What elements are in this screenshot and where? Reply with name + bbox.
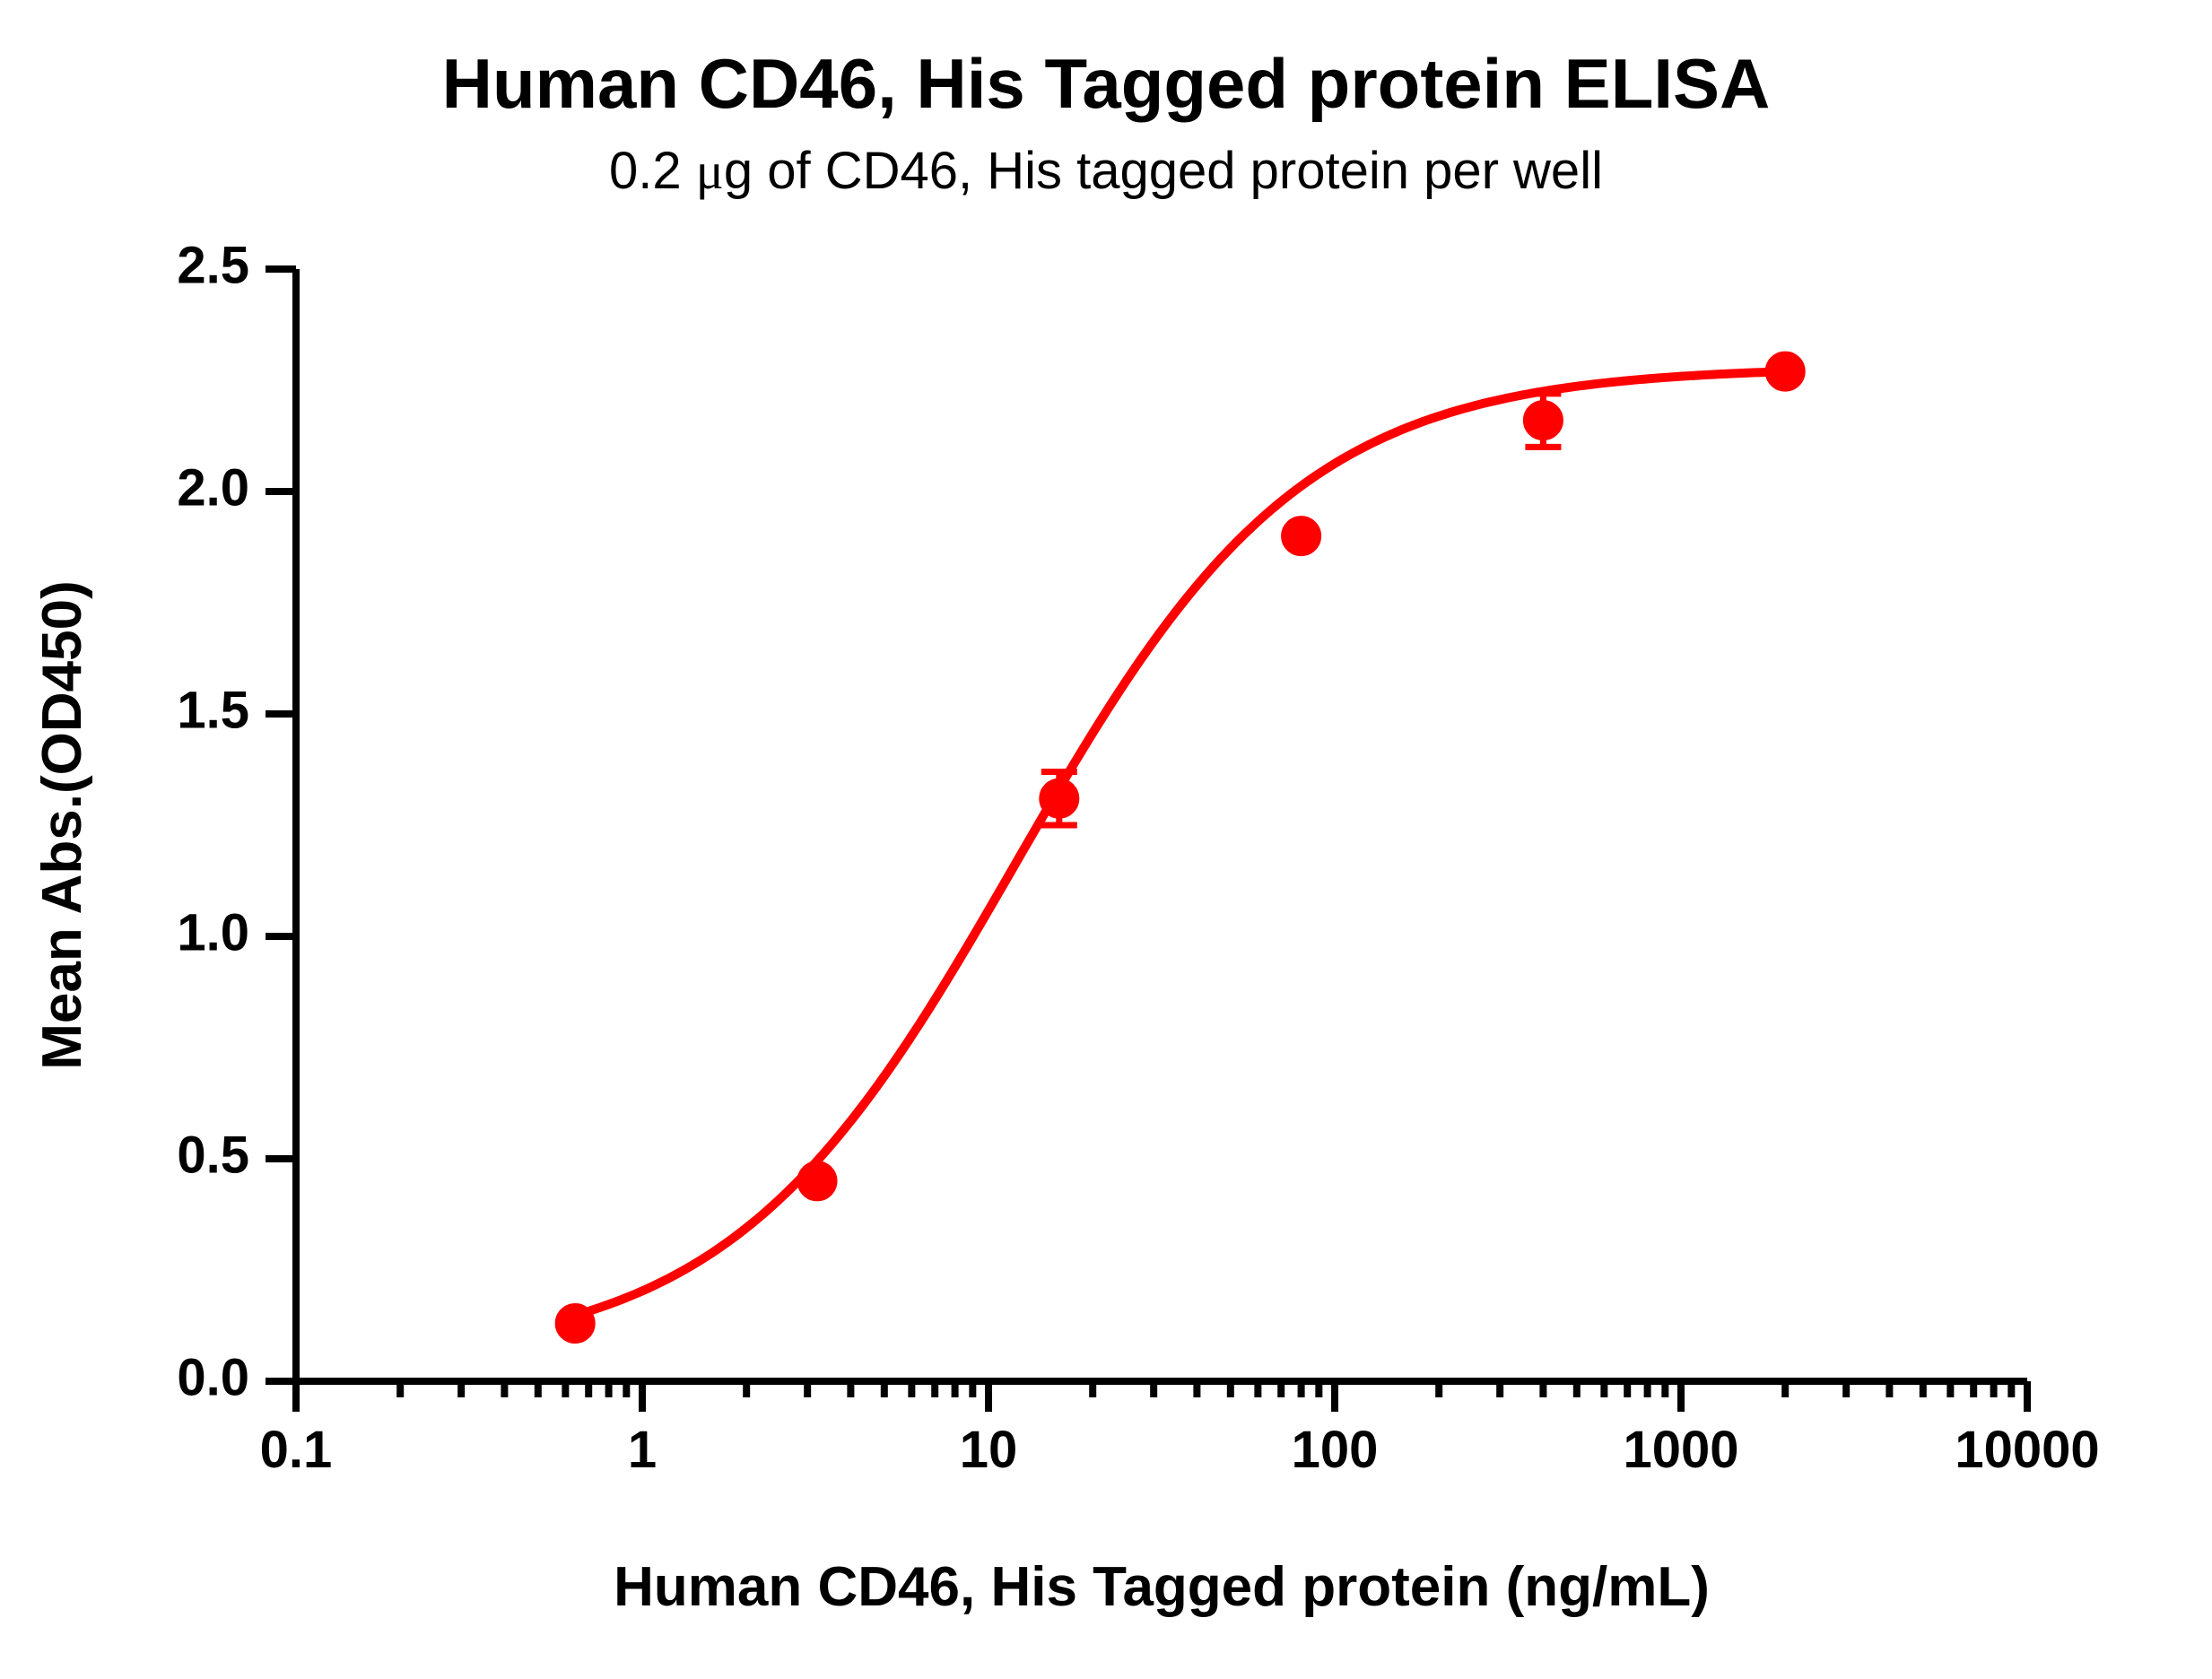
- chart-subtitle: 0.2 μg of CD46, His tagged protein per w…: [609, 142, 1603, 200]
- y-tick-label: 2.5: [177, 236, 249, 294]
- y-tick-label: 0.5: [177, 1126, 249, 1184]
- chart-container: Human CD46, His Tagged protein ELISA 0.2…: [0, 0, 2212, 1679]
- subtitle-prefix: 0.2: [609, 142, 696, 200]
- elisa-chart-svg: Human CD46, His Tagged protein ELISA 0.2…: [0, 0, 2212, 1679]
- plot-area: [555, 352, 1805, 1343]
- subtitle-mu: μ: [696, 142, 724, 200]
- data-point: [555, 1304, 595, 1344]
- y-tick-label: 1.5: [177, 681, 249, 739]
- y-tick-label: 2.0: [177, 458, 249, 517]
- x-tick-label: 10000: [1955, 1421, 2099, 1479]
- subtitle-g: g: [724, 142, 753, 200]
- x-tick-label: 1000: [1623, 1421, 1738, 1479]
- y-tick-label: 1.0: [177, 903, 249, 961]
- x-tick-label: 0.1: [260, 1421, 333, 1479]
- axes: 0.0 0.5 1.0 1.5 2.0 2.5 0.1 1 10 100 1000 10000: [177, 236, 2099, 1479]
- y-axis-label: Mean Abs.(OD450): [31, 580, 93, 1070]
- data-point: [1523, 401, 1563, 440]
- data-point: [1765, 352, 1805, 391]
- x-tick-label: 100: [1292, 1421, 1379, 1479]
- data-point: [1282, 517, 1321, 556]
- fit-curve: [575, 371, 1785, 1315]
- y-tick-label: 0.0: [177, 1348, 249, 1406]
- subtitle-suffix: of CD46, His tagged protein per well: [753, 142, 1603, 200]
- x-tick-label: 1: [628, 1421, 657, 1479]
- x-tick-label: 10: [960, 1421, 1018, 1479]
- x-axis-label: Human CD46, His Tagged protein (ng/mL): [614, 1556, 1710, 1618]
- data-point: [797, 1161, 837, 1201]
- chart-title: Human CD46, His Tagged protein ELISA: [442, 44, 1771, 123]
- data-point: [1040, 779, 1079, 818]
